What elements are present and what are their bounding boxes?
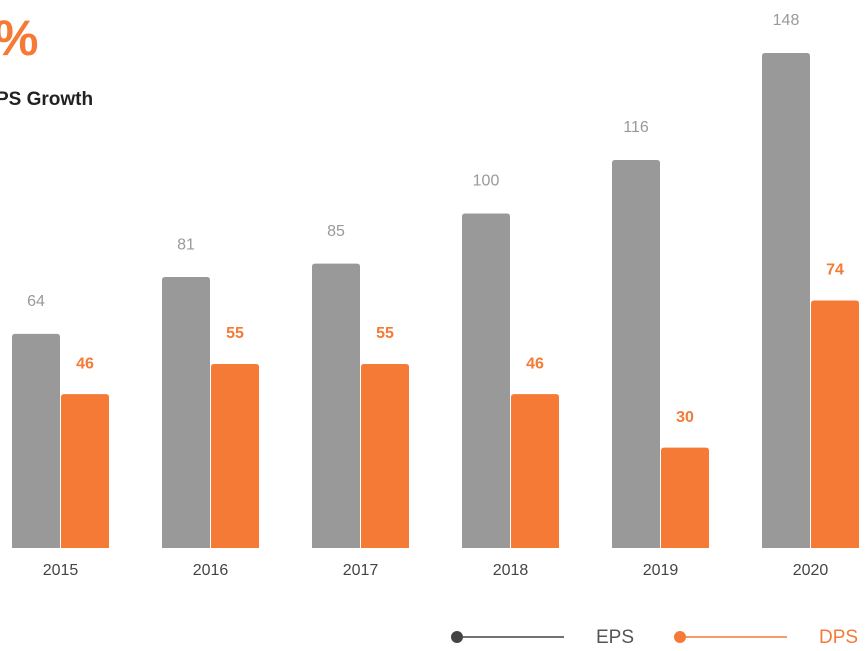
data-label: 30 [676,409,694,426]
data-label: 148 [773,12,800,29]
x-tick-label: 2015 [43,562,79,579]
bar [511,394,559,548]
x-tick-label: 2017 [343,562,379,579]
data-label: 81 [177,236,195,253]
bar [661,447,709,548]
data-label: 55 [226,325,244,342]
legend-label: EPS [596,627,634,648]
bar [762,52,810,548]
bar [12,333,60,548]
x-tick-label: 2016 [193,562,229,579]
chart-title: % [0,10,38,66]
data-label: 74 [826,262,844,279]
data-label: 46 [76,355,94,372]
bar [612,159,660,549]
x-tick-label: 2019 [643,562,679,579]
legend-label: DPS [819,627,858,648]
data-label: 100 [473,173,500,190]
bar [312,263,360,548]
x-tick-label: 2020 [793,562,829,579]
bar [162,277,210,548]
data-label: 46 [526,355,544,372]
chart-subtitle: PS Growth [0,89,93,110]
bar [811,300,859,548]
data-label: 55 [376,325,394,342]
bar [211,364,259,548]
bar [61,394,109,548]
x-tick-label: 2018 [493,562,529,579]
bar [462,213,510,548]
data-label: 85 [327,223,345,240]
data-label: 116 [623,119,649,136]
data-label: 64 [27,293,45,310]
bar [361,364,409,548]
